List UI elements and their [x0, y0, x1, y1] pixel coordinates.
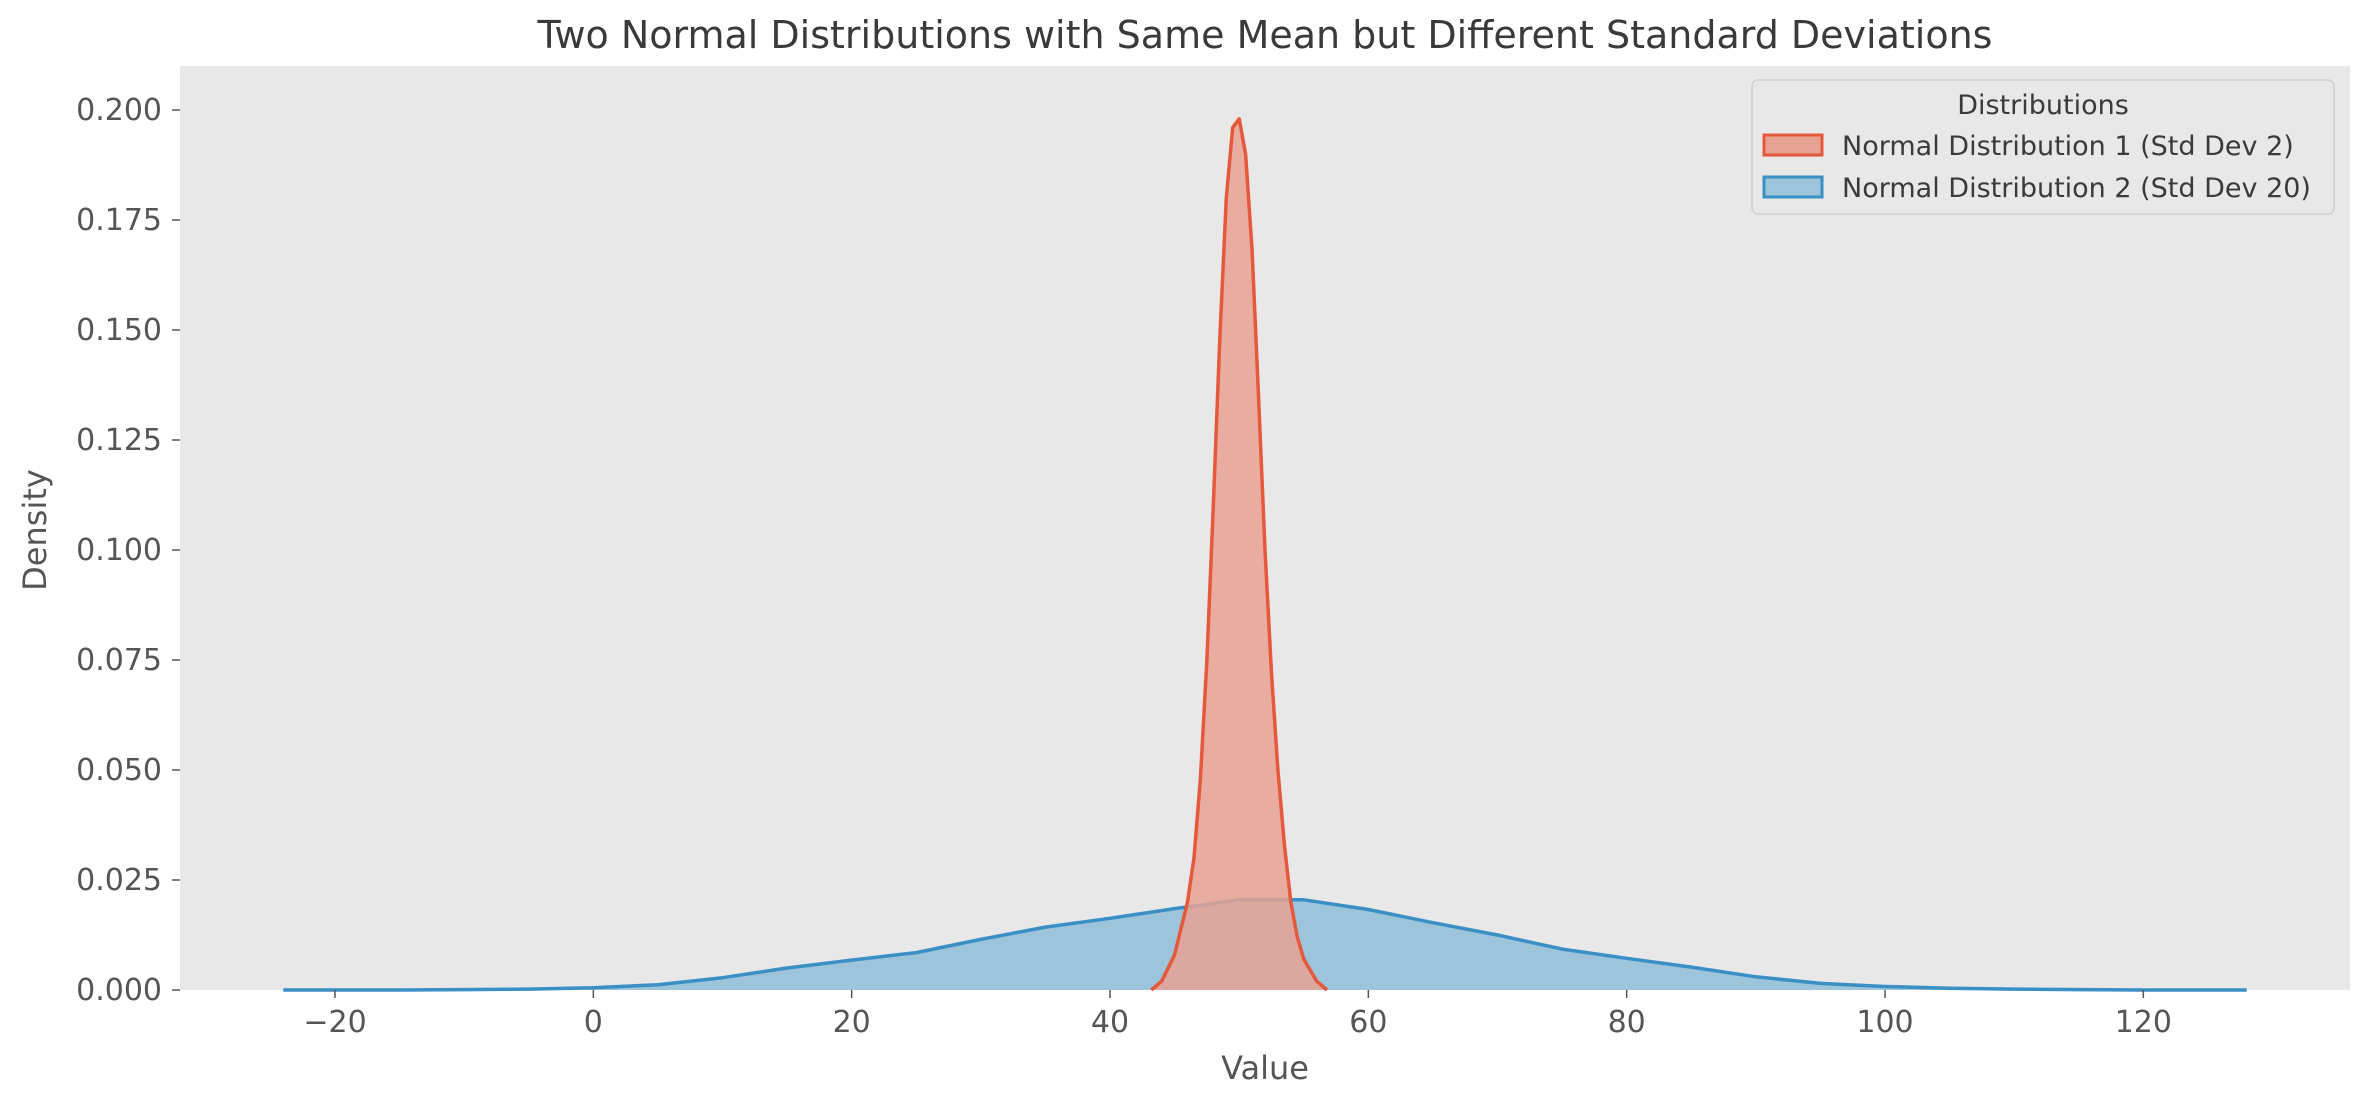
series-1-line — [1150, 117, 1329, 992]
x-tick-label: 20 — [833, 1005, 871, 1040]
x-axis-label: Value — [1221, 1049, 1309, 1087]
x-tick-label: 80 — [1608, 1005, 1646, 1040]
legend-swatch-1 — [1762, 133, 1824, 157]
y-tick-label: 0.025 — [76, 863, 162, 898]
y-tick-label: 0.050 — [76, 753, 162, 788]
legend-entries: Normal Distribution 1 (Std Dev 2) Normal … — [1762, 131, 2311, 204]
x-tick-label: 100 — [1856, 1005, 1913, 1040]
y-tick-label: 0.150 — [76, 313, 162, 348]
y-tick-label: 0.175 — [76, 203, 162, 238]
x-axis: −20 0 20 40 60 80 100 120 — [303, 990, 2172, 1040]
series-layer — [283, 117, 2247, 992]
y-tick-label: 0.100 — [76, 533, 162, 568]
y-tick-label: 0.000 — [76, 973, 162, 1008]
x-tick-label: 120 — [2115, 1005, 2172, 1040]
x-tick-label: 60 — [1349, 1005, 1387, 1040]
legend-frame — [1751, 79, 2335, 215]
y-tick-label: 0.125 — [76, 423, 162, 458]
x-tick-label: 40 — [1091, 1005, 1129, 1040]
legend: Distributions Normal Distribution 1 (Std… — [1751, 79, 2335, 215]
legend-label-1: Normal Distribution 1 (Std Dev 2) — [1842, 131, 2294, 162]
y-tick-label: 0.200 — [76, 93, 162, 128]
legend-title: Distributions — [1957, 90, 2129, 121]
series-1-area — [1151, 118, 1327, 991]
legend-swatch-2 — [1762, 175, 1824, 199]
x-tick-label: −20 — [303, 1005, 366, 1040]
chart-title: Two Normal Distributions with Same Mean … — [537, 13, 1993, 57]
legend-label-2: Normal Distribution 2 (Std Dev 20) — [1842, 173, 2311, 204]
x-tick-label: 0 — [584, 1005, 603, 1040]
y-axis: 0.000 0.025 0.050 0.075 0.100 0.125 0.150 0.175… — [76, 93, 180, 1008]
y-axis-label: Density — [16, 469, 54, 591]
y-tick-label: 0.075 — [76, 643, 162, 678]
